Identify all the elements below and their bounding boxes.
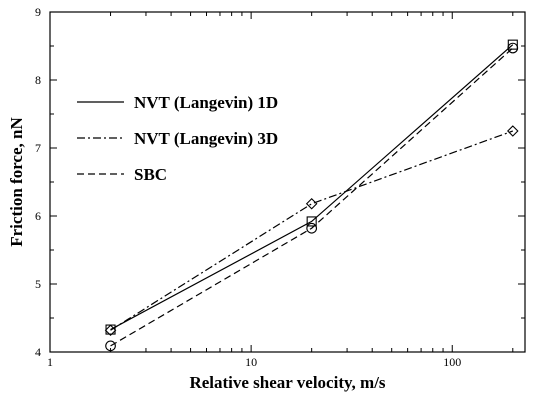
legend-item: SBC: [77, 165, 167, 184]
diamond-marker: [507, 125, 519, 137]
y-tick-label: 7: [35, 141, 41, 155]
y-axis-title: Friction force, nN: [7, 117, 26, 247]
x-tick-label: 100: [443, 355, 461, 369]
tick-layer: 4 5 6 7 8 9 1 10 100: [35, 5, 525, 369]
y-tick-label: 5: [35, 277, 41, 291]
series-line: [110, 130, 513, 331]
legend-item: NVT (Langevin) 3D: [77, 129, 278, 148]
circle-marker: [507, 42, 519, 54]
y-tick-label: 6: [35, 209, 41, 223]
square-marker: [507, 39, 518, 50]
legend-label: SBC: [134, 165, 167, 184]
series-1: [105, 39, 518, 335]
diamond-marker: [104, 324, 117, 337]
series-line: [110, 44, 514, 331]
y-tick-label: 4: [35, 345, 41, 359]
square-marker: [306, 216, 317, 227]
series-line: [110, 47, 514, 347]
legend-label: NVT (Langevin) 3D: [134, 129, 278, 148]
series-3: [105, 42, 519, 352]
x-tick-label: 10: [245, 355, 257, 369]
y-tick-label: 8: [35, 73, 41, 87]
x-tick-label: 1: [47, 355, 53, 369]
plot-frame: [49, 11, 526, 353]
circle-marker: [105, 340, 116, 352]
series-2: [104, 125, 519, 337]
x-axis-title: Relative shear velocity, m/s: [189, 373, 385, 392]
circle-marker: [306, 222, 318, 234]
legend: NVT (Langevin) 1D NVT (Langevin) 3D SBC: [77, 93, 278, 184]
legend-item: NVT (Langevin) 1D: [77, 93, 278, 112]
series-layer: [104, 39, 519, 352]
diamond-marker: [305, 197, 318, 210]
y-tick-label: 9: [35, 5, 41, 19]
legend-label: NVT (Langevin) 1D: [134, 93, 278, 112]
